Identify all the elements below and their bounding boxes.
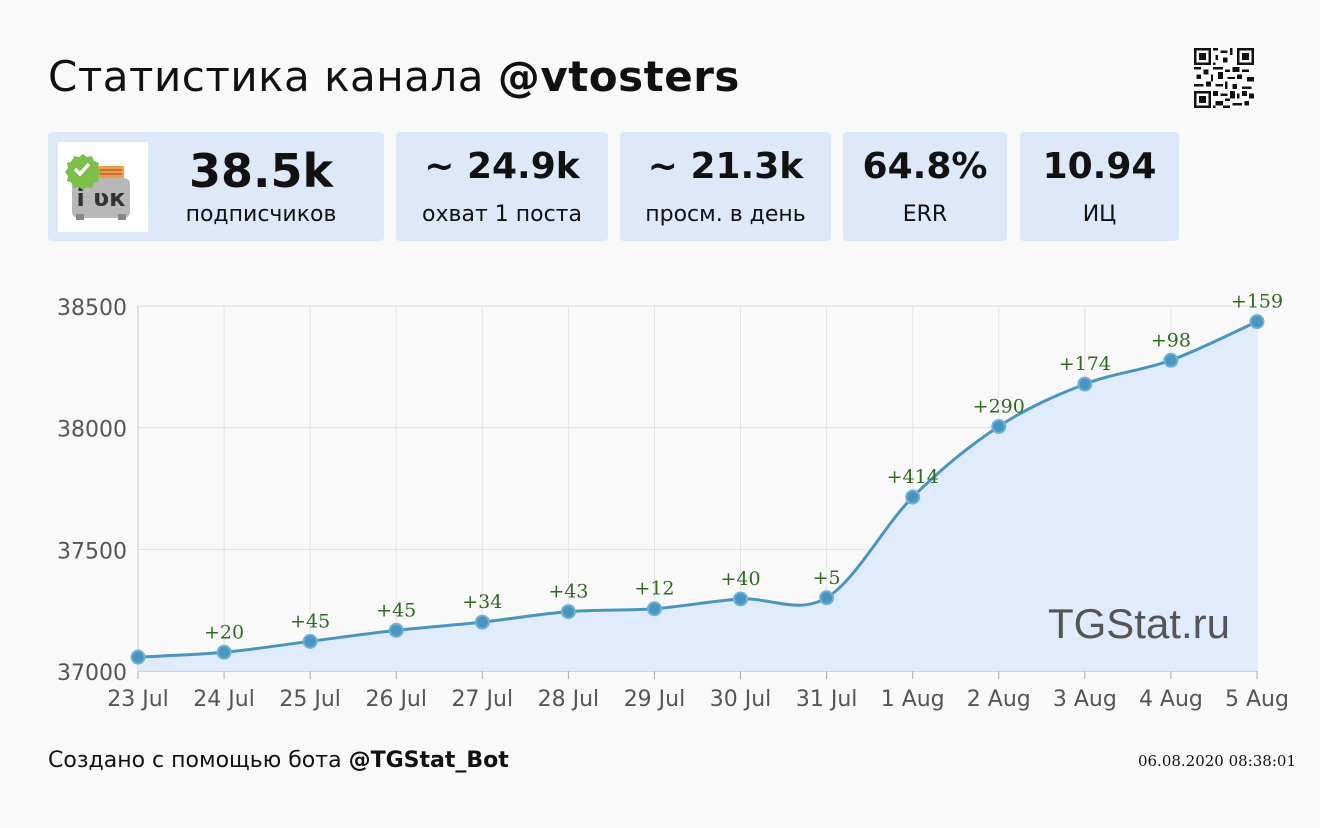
- stat-value: ~ 21.3k: [647, 146, 804, 187]
- stat-label: подписчиков: [185, 202, 337, 227]
- data-label: +98: [1151, 329, 1191, 351]
- y-tick-label: 38500: [57, 296, 127, 321]
- y-tick-label: 38000: [57, 418, 127, 443]
- data-point: [216, 644, 232, 660]
- stat-card-citation-index: 10.94 ИЦ: [1020, 132, 1179, 241]
- x-tick-label: 26 Jul: [365, 687, 427, 712]
- data-point: [991, 418, 1007, 434]
- data-label: +159: [1231, 291, 1283, 313]
- data-label: +43: [548, 581, 588, 603]
- x-tick-label: 29 Jul: [624, 687, 686, 712]
- data-point: [560, 604, 576, 620]
- x-tick-label: 30 Jul: [710, 687, 772, 712]
- x-tick-label: 28 Jul: [538, 687, 600, 712]
- chart-data-labels: +20 +45 +45 +34 +43 +12 +40 +5 +414 +290 +174 +98 +1…: [204, 291, 1283, 644]
- stat-card-subscribers: і ʋк 38.5k подписчиков: [48, 132, 384, 241]
- x-tick-label: 24 Jul: [193, 687, 255, 712]
- x-tick-label: 23 Jul: [107, 687, 169, 712]
- data-label: +290: [973, 395, 1025, 417]
- page-title-prefix: Статистика канала: [48, 52, 498, 101]
- x-tick-label: 4 Aug: [1139, 687, 1203, 712]
- data-label: +414: [887, 466, 939, 488]
- stat-label: ИЦ: [1082, 202, 1117, 227]
- stat-value: ~ 24.9k: [424, 146, 580, 187]
- x-tick-label: 3 Aug: [1053, 687, 1117, 712]
- stat-label: просм. в день: [645, 202, 806, 227]
- stat-label: ERR: [902, 202, 948, 227]
- data-point: [1077, 376, 1093, 392]
- x-tick-label: 5 Aug: [1225, 687, 1289, 712]
- data-label: +34: [462, 591, 502, 613]
- chart-series-line: [137, 320, 1258, 659]
- channel-handle: @vtosters: [497, 52, 740, 101]
- footer-timestamp: 06.08.2020 08:38:01: [1137, 752, 1296, 770]
- data-label: +174: [1059, 353, 1111, 375]
- data-point: [1249, 314, 1265, 330]
- channel-avatar: і ʋк: [58, 142, 148, 232]
- data-point: [905, 489, 921, 505]
- data-point: [130, 649, 146, 665]
- data-label: +45: [376, 599, 416, 621]
- x-tick-label: 25 Jul: [279, 687, 341, 712]
- footer-prefix: Создано с помощью бота: [48, 748, 349, 773]
- chart-area-fill: [138, 321, 1257, 671]
- stat-card-err: 64.8% ERR: [843, 132, 1007, 241]
- footer-credit: Создано с помощью бота @TGStat_Bot: [48, 748, 509, 773]
- data-point: [388, 622, 404, 638]
- data-label: +20: [204, 621, 244, 643]
- y-tick-label: 37000: [57, 661, 127, 686]
- x-tick-label: 27 Jul: [452, 687, 514, 712]
- stat-value: 10.94: [1042, 146, 1157, 187]
- data-label: +45: [290, 610, 330, 632]
- watermark: TGStat.ru: [1048, 600, 1230, 647]
- stat-value: 38.5k: [188, 144, 334, 198]
- stat-card-daily-views: ~ 21.3k просм. в день: [620, 132, 831, 241]
- stat-label: охват 1 поста: [422, 202, 582, 227]
- stat-value: 64.8%: [862, 146, 988, 187]
- data-label: +40: [720, 568, 760, 590]
- data-point: [474, 614, 490, 630]
- data-label: +5: [813, 567, 841, 589]
- x-tick-label: 1 Aug: [881, 687, 945, 712]
- data-label: +12: [634, 578, 674, 600]
- x-tick-label: 2 Aug: [967, 687, 1031, 712]
- data-point: [819, 590, 835, 606]
- data-point: [302, 633, 318, 649]
- y-tick-label: 37500: [57, 539, 127, 564]
- chart-points: [130, 314, 1265, 665]
- page-title: Статистика канала @vtosters: [48, 52, 740, 101]
- data-point: [646, 601, 662, 617]
- data-point: [1163, 352, 1179, 368]
- chart-tick-labels: 37000 37500 38000 38500 23 Jul 24 Jul 25 Jul 26…: [57, 296, 1289, 712]
- qr-code-icon: [1194, 48, 1254, 108]
- stat-card-reach: ~ 24.9k охват 1 поста: [396, 132, 608, 241]
- x-tick-label: 31 Jul: [796, 687, 858, 712]
- data-point: [733, 591, 749, 607]
- bot-link[interactable]: @TGStat_Bot: [348, 748, 509, 773]
